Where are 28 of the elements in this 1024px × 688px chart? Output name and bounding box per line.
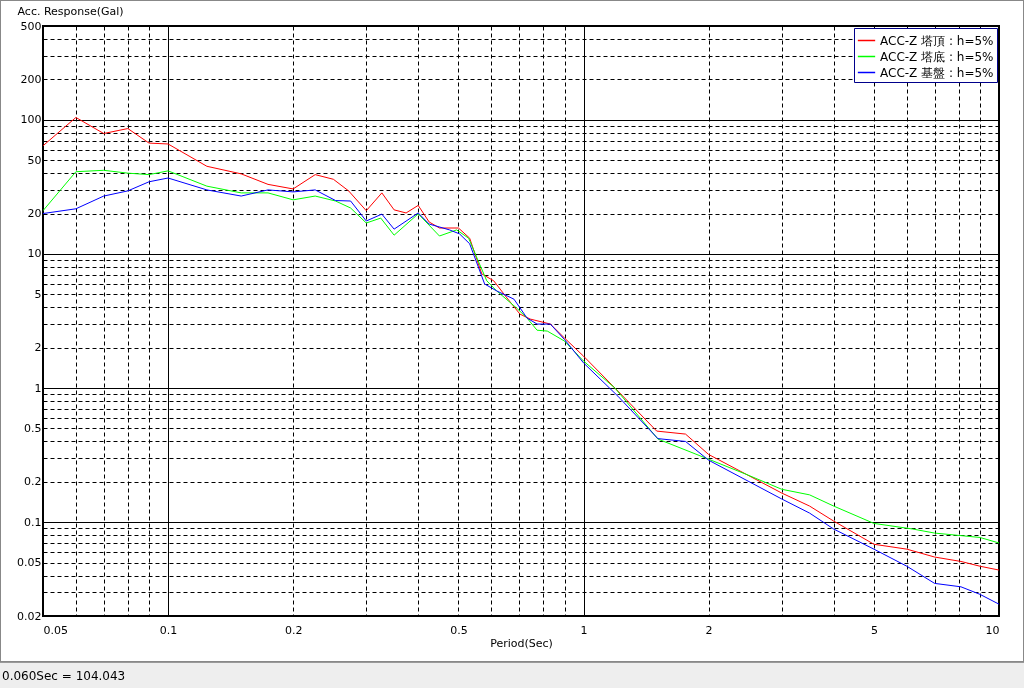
x-tick-label: 2	[705, 623, 713, 637]
legend-label: ACC-Z 塔底 : h=5%	[880, 49, 994, 64]
x-tick-label: 0.05	[43, 623, 68, 637]
text: 0.060Sec = 104.043	[2, 669, 126, 683]
legend-label: ACC-Z 塔頂 : h=5%	[880, 33, 994, 48]
x-tick-label: 0.5	[450, 623, 468, 637]
y-tick-label: 0.1	[24, 515, 42, 529]
y-tick-label: 500	[20, 19, 42, 33]
y-axis-title: Acc. Response(Gal)	[17, 4, 124, 18]
y-tick-label: 200	[20, 72, 42, 86]
y-tick-label: 0.02	[17, 609, 42, 623]
legend-label: ACC-Z 基盤 : h=5%	[880, 65, 994, 80]
x-axis-title: Period(Sec)	[490, 636, 553, 650]
x-tick-label: 10	[985, 623, 1000, 637]
x-tick-label: 5	[870, 623, 878, 637]
y-tick-label: 100	[20, 113, 42, 127]
y-tick-label: 2	[34, 341, 42, 355]
y-tick-label: 0.2	[24, 475, 42, 489]
y-tick-label: 0.5	[24, 421, 42, 435]
y-tick-label: 50	[27, 153, 42, 167]
y-tick-label: 10	[27, 247, 42, 261]
x-tick-label: 1	[580, 623, 588, 637]
y-tick-label: 1	[34, 381, 42, 395]
y-tick-label: 5	[34, 287, 42, 301]
x-tick-label: 0.1	[159, 623, 178, 637]
x-tick-label: 0.2	[284, 623, 303, 637]
y-tick-label: 20	[27, 207, 42, 221]
y-tick-label: 0.05	[17, 556, 42, 570]
